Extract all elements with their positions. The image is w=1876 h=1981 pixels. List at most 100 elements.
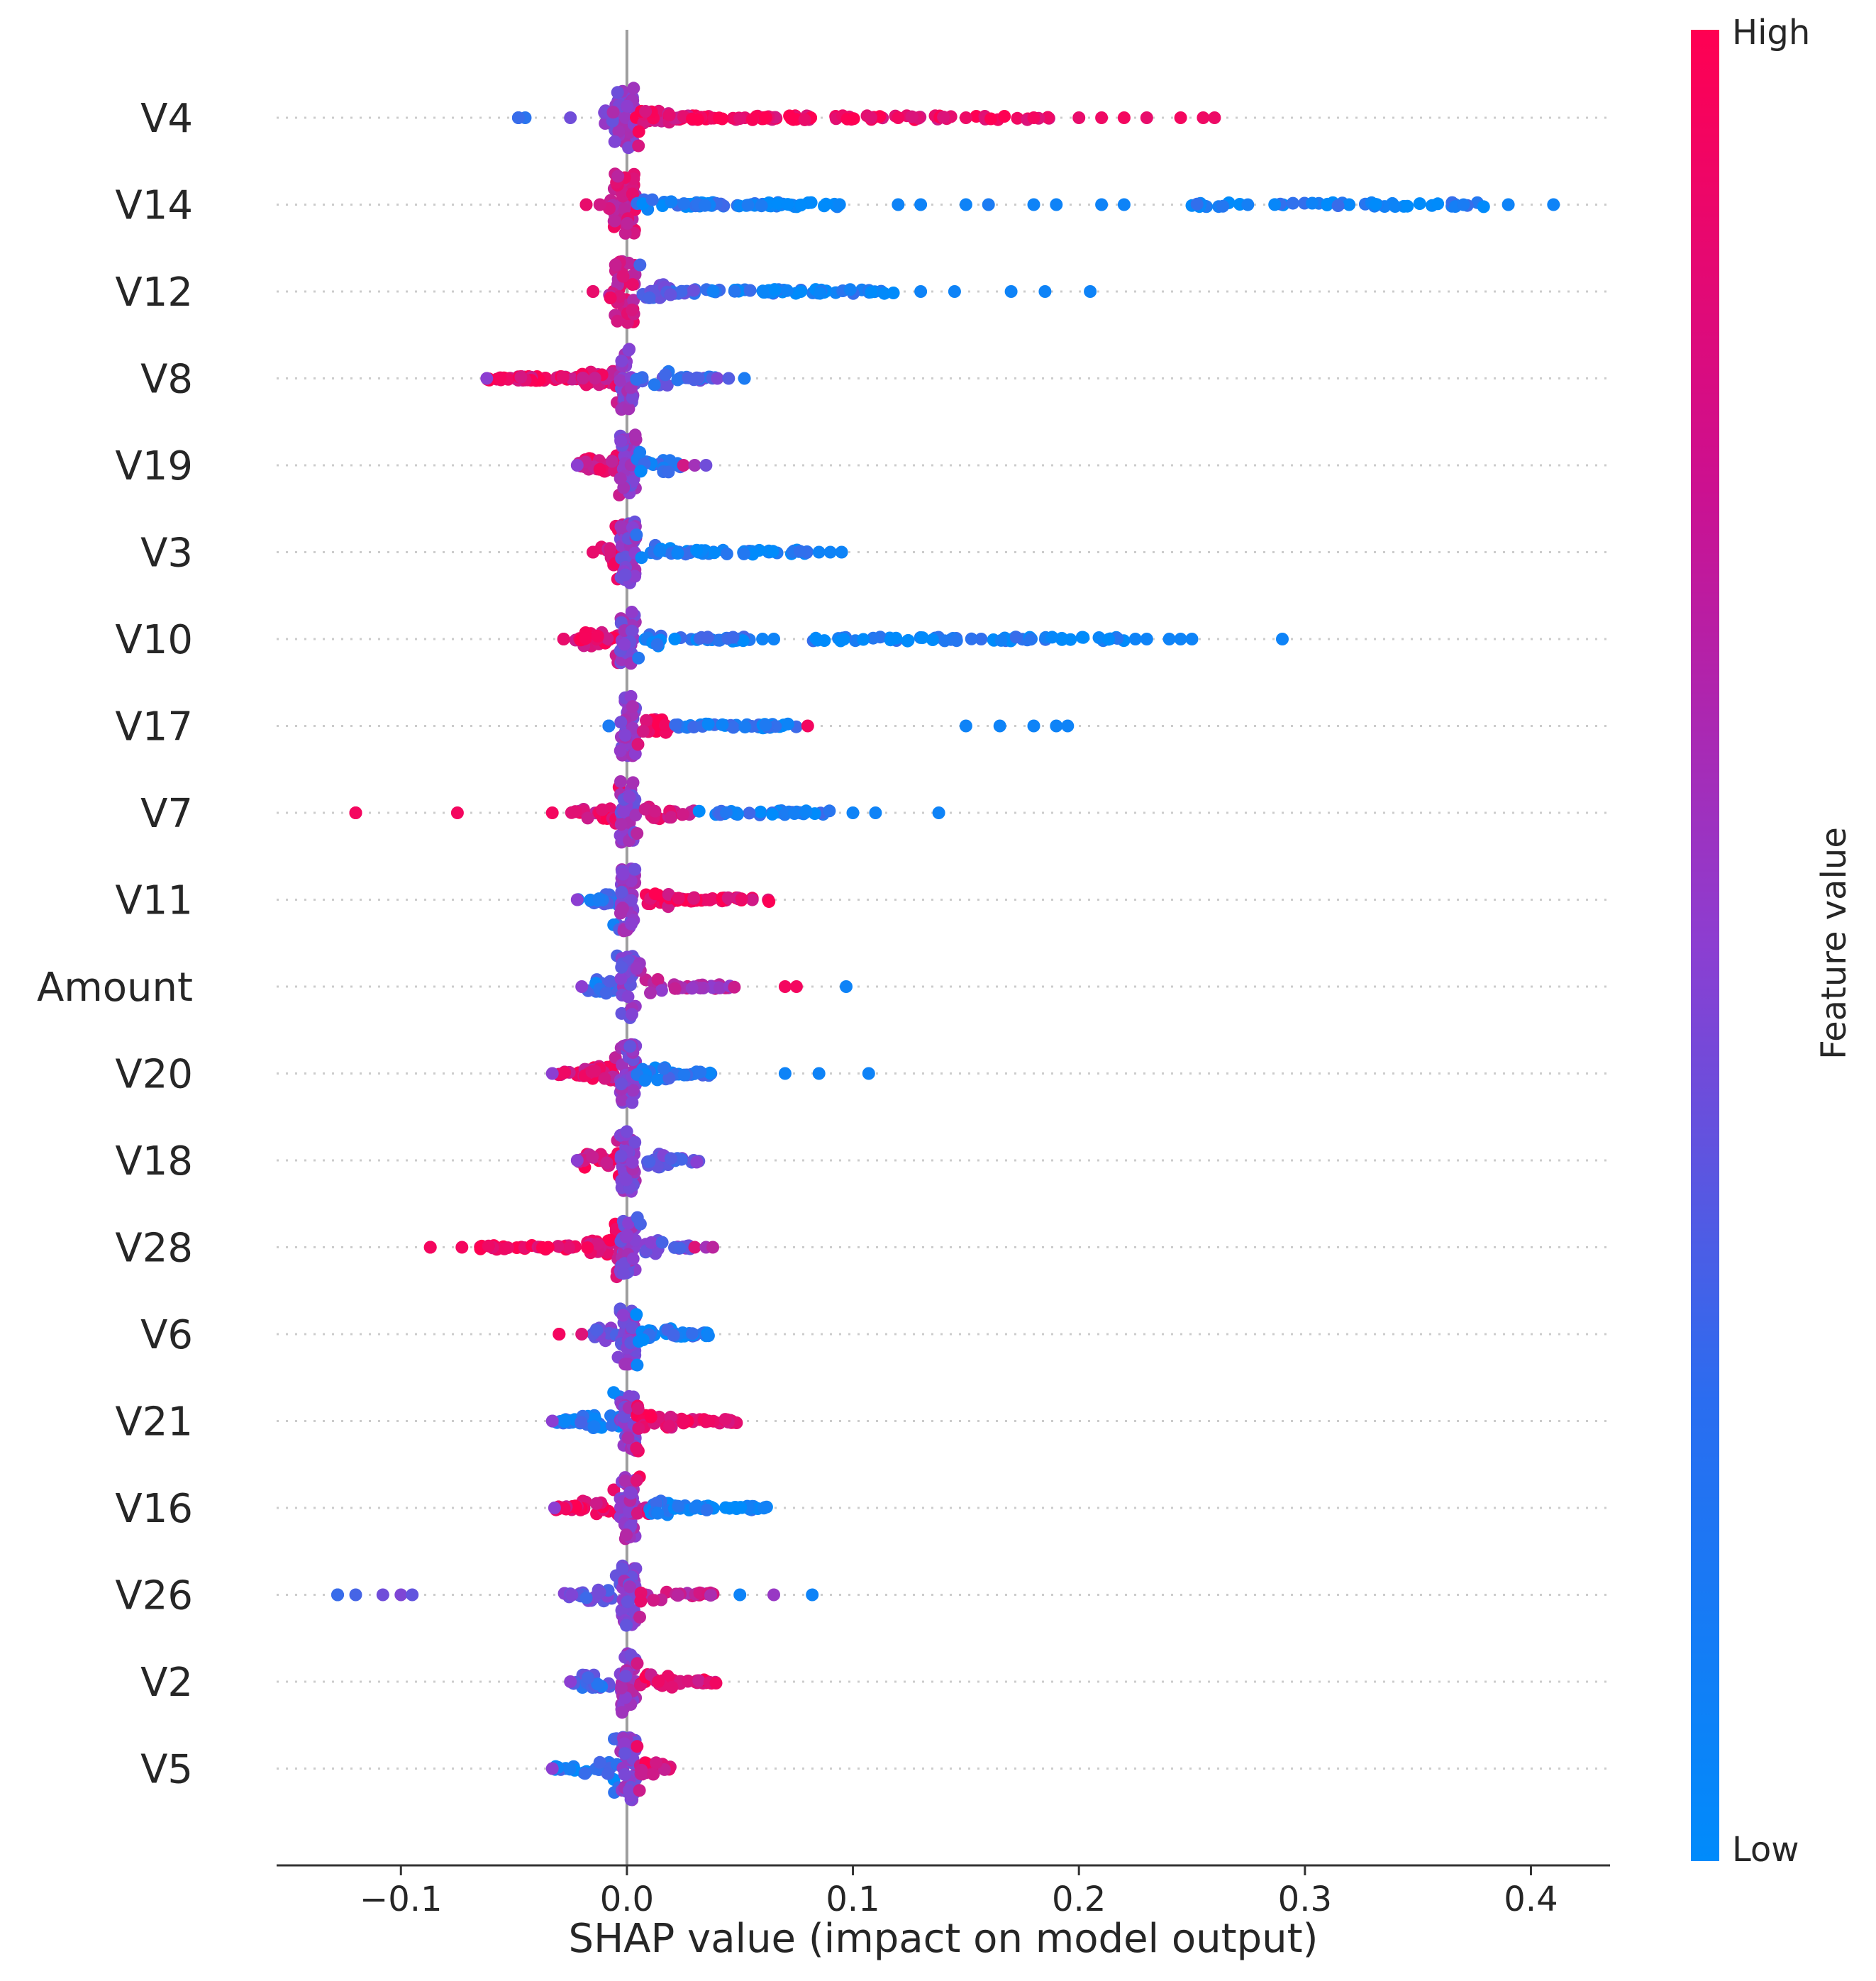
shap-point — [660, 379, 674, 392]
shap-point — [616, 1706, 629, 1719]
shap-point — [631, 1657, 644, 1670]
shap-point — [668, 632, 682, 645]
shap-point — [623, 790, 636, 804]
feature-row-v28 — [423, 1211, 719, 1284]
shap-point — [570, 459, 584, 472]
shap-point — [621, 99, 634, 113]
shap-point — [733, 112, 747, 126]
colorbar-title: Feature value — [1814, 827, 1854, 1060]
feature-row-v16 — [548, 1470, 773, 1546]
colorbar-low-label: Low — [1732, 1830, 1799, 1870]
shap-point — [616, 1562, 629, 1575]
shap-point — [704, 1589, 717, 1602]
shap-point — [1117, 111, 1131, 124]
shap-point — [655, 984, 668, 997]
shap-point — [887, 287, 900, 299]
shap-point — [914, 285, 928, 298]
shap-point — [788, 807, 801, 820]
shap-point — [587, 1420, 601, 1433]
shap-point — [722, 372, 736, 385]
feature-label-v18: V18 — [115, 1138, 193, 1184]
shap-point — [633, 445, 647, 459]
shap-point — [857, 633, 870, 646]
shap-point — [1268, 198, 1282, 211]
shap-point — [635, 551, 648, 565]
shap-point — [645, 1236, 658, 1249]
shap-point — [636, 725, 650, 738]
shap-point — [700, 1503, 714, 1516]
shap-point — [614, 716, 628, 729]
shap-point — [794, 199, 808, 211]
shap-point — [676, 808, 689, 821]
shap-point — [759, 111, 772, 124]
shap-point — [667, 1328, 680, 1342]
shap-point — [685, 982, 699, 995]
shap-point — [738, 721, 752, 734]
shap-point — [632, 1421, 645, 1435]
shap-point — [623, 1040, 637, 1053]
shap-point — [569, 805, 582, 819]
shap-point — [582, 1671, 594, 1685]
shap-point — [604, 1233, 617, 1247]
shap-point — [628, 570, 641, 583]
shap-point — [975, 633, 988, 645]
shap-point — [604, 975, 616, 988]
feature-row-v20 — [545, 1038, 875, 1109]
shap-point — [818, 199, 831, 213]
shap-point — [756, 633, 770, 645]
shap-point — [616, 270, 630, 283]
feature-row-v4 — [511, 82, 1221, 155]
shap-point — [671, 547, 684, 560]
shap-point — [617, 1267, 630, 1280]
shap-point — [1190, 197, 1204, 211]
shap-point — [579, 632, 592, 645]
shap-point — [612, 125, 626, 138]
shap-point — [614, 1149, 628, 1162]
shap-point — [620, 1125, 633, 1138]
feature-label-v19: V19 — [115, 443, 193, 489]
feature-label-v2: V2 — [140, 1660, 193, 1706]
shap-point — [835, 545, 848, 559]
feature-label-v3: V3 — [140, 531, 193, 577]
shap-point — [626, 304, 639, 316]
shap-point — [626, 776, 640, 789]
shap-point — [798, 113, 811, 126]
shap-point — [726, 721, 740, 734]
shap-point — [556, 370, 570, 384]
shap-point — [665, 1680, 679, 1694]
shap-point — [677, 1414, 691, 1428]
shap-point — [778, 1067, 792, 1080]
shap-point — [1413, 197, 1426, 211]
shap-point — [644, 986, 657, 999]
shap-point — [623, 1784, 635, 1797]
shap-point — [639, 105, 653, 118]
shap-point — [847, 112, 860, 126]
shap-point — [1117, 198, 1131, 211]
shap-point — [619, 1670, 633, 1683]
x-tick-label: 0.2 — [1052, 1880, 1106, 1919]
shap-point — [677, 197, 691, 211]
shap-point — [630, 962, 643, 975]
shap-point — [626, 1096, 639, 1109]
shap-point — [634, 1594, 648, 1608]
shap-point — [1041, 111, 1055, 124]
shap-point — [577, 372, 589, 385]
shap-point — [617, 805, 631, 819]
shap-point — [757, 1502, 770, 1515]
shap-point — [624, 689, 638, 703]
feature-row-v7 — [349, 775, 945, 849]
shap-point — [948, 285, 961, 298]
shap-point — [932, 806, 945, 819]
shap-point — [812, 545, 826, 559]
shap-point — [619, 1173, 633, 1187]
shap-point — [628, 1136, 642, 1149]
shap-point — [643, 291, 656, 304]
shap-point — [661, 1670, 675, 1683]
shap-point — [618, 728, 632, 742]
shap-point — [1061, 719, 1075, 733]
shap-point — [712, 111, 726, 125]
shap-point — [698, 199, 711, 212]
shap-point — [754, 805, 767, 819]
feature-label-v10: V10 — [115, 617, 193, 663]
shap-point — [591, 629, 604, 643]
